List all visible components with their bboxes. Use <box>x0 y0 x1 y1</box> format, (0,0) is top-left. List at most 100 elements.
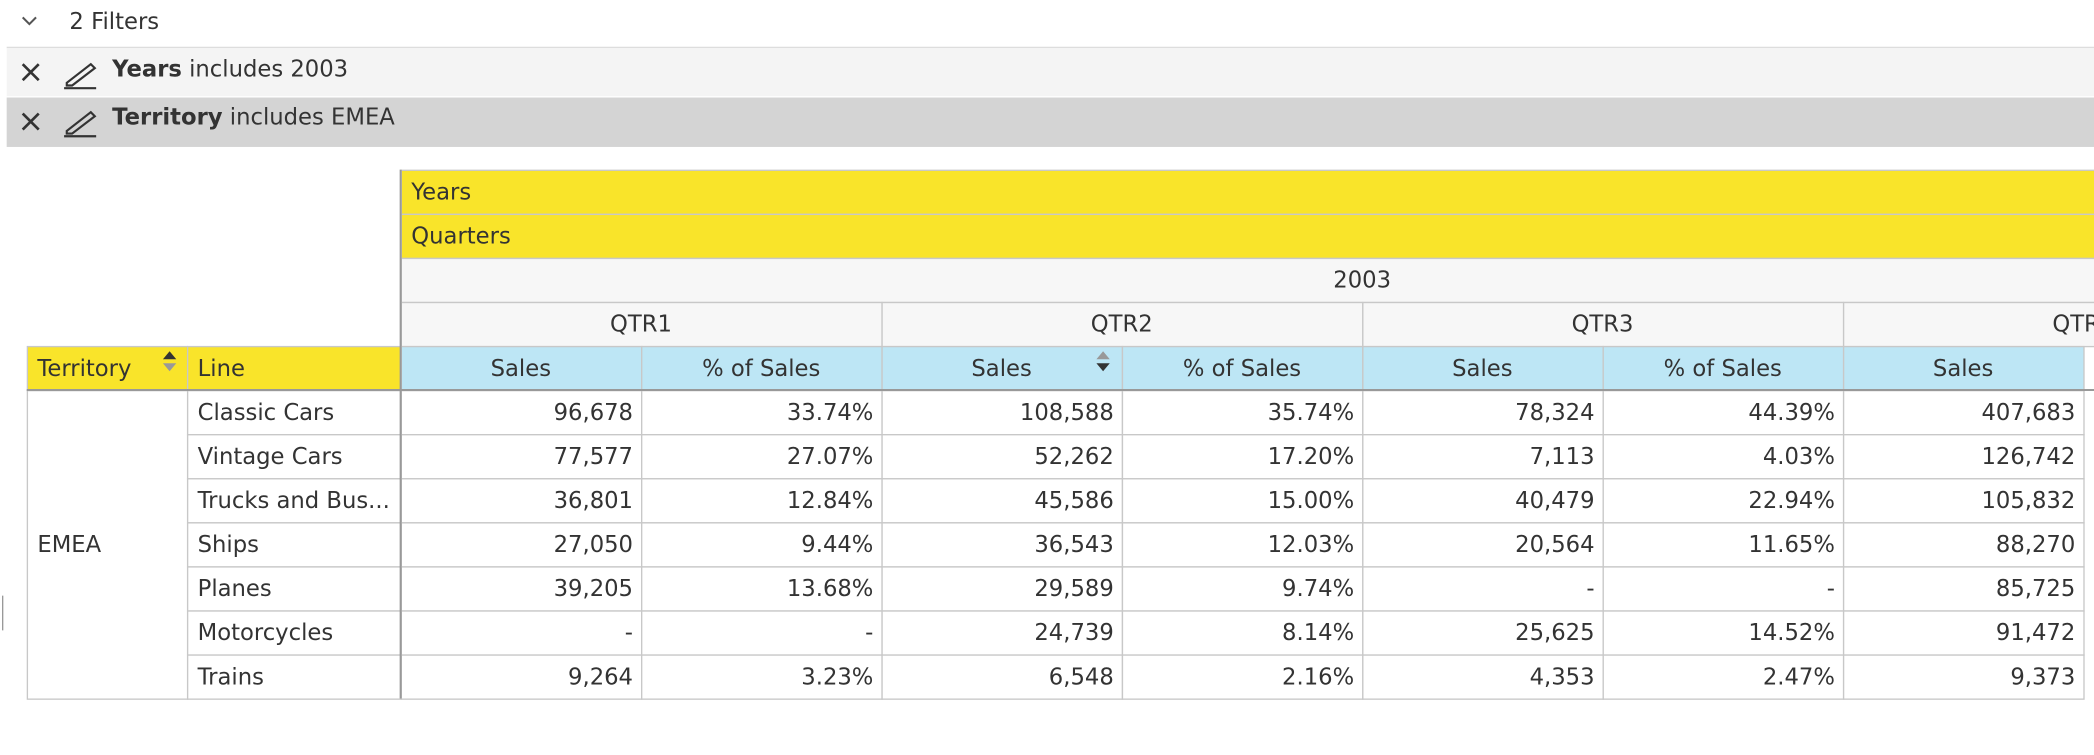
column-header-label: Territory <box>36 356 131 382</box>
data-cell <box>1362 610 1604 656</box>
row-header-cell <box>186 522 402 568</box>
data-cell <box>641 389 883 436</box>
cell-value: 4,353 <box>1530 664 1595 690</box>
data-cell <box>1602 434 1845 480</box>
filter-summary[interactable]: 2 Filters <box>69 9 159 35</box>
line-label: Classic Cars <box>198 400 335 426</box>
cell-value: 15.00% <box>1268 488 1355 514</box>
cell-value: 9,373 <box>2010 664 2075 690</box>
filter-condition: includes 2003 <box>189 56 348 82</box>
cell-value: 36,543 <box>1034 532 1113 558</box>
line-label: Motorcycles <box>198 620 334 646</box>
column-header-label: Sales <box>971 356 1031 382</box>
column-header <box>1602 345 1845 392</box>
column-header-label: % of Sales <box>1664 356 1782 382</box>
pivot-table: Years Quarters 2003 QTR1 QTR2 QTR3 QTR4 Territo… <box>26 169 2094 700</box>
remove-filter[interactable] <box>21 63 40 82</box>
quarter-cell <box>881 301 1364 348</box>
cell-value: 77,577 <box>554 444 633 470</box>
data-cell <box>641 478 883 524</box>
cell-value: 9.74% <box>1282 576 1354 602</box>
edit-filter[interactable] <box>64 62 97 90</box>
column-header-label: % of Sales <box>1183 356 1301 382</box>
data-cell <box>881 522 1124 568</box>
cell-value: 3.23% <box>801 664 873 690</box>
remove-filter[interactable] <box>21 112 40 131</box>
line-label: Vintage Cars <box>198 444 343 470</box>
header-label: Years <box>410 180 471 206</box>
quarter-label: QTR2 <box>1091 312 1153 338</box>
data-cell <box>1842 522 2085 568</box>
data-cell <box>400 566 643 612</box>
cell-value: 88,270 <box>1996 532 2075 558</box>
cell-value: 6,548 <box>1049 664 1114 690</box>
cell-value: 17.20% <box>1268 444 1355 470</box>
cell-value: 22.94% <box>1748 488 1835 514</box>
data-cell <box>1602 654 1845 700</box>
cell-value: 4.03% <box>1763 444 1835 470</box>
data-cell <box>1362 654 1604 700</box>
cell-value: 40,479 <box>1515 488 1594 514</box>
data-cell <box>881 478 1124 524</box>
sort-icon <box>162 351 177 360</box>
cell-value: 108,588 <box>1020 400 1114 426</box>
column-header-label: Sales <box>1933 356 1993 382</box>
column-header-label: Line <box>198 356 245 382</box>
row-header-cell <box>186 610 402 656</box>
cell-value: 2.47% <box>1763 664 1835 690</box>
data-cell <box>1602 522 1845 568</box>
cell-value: 36,801 <box>554 488 633 514</box>
data-cell <box>1602 566 1845 612</box>
cell-value: - <box>1586 576 1594 602</box>
cell-value: 45,586 <box>1034 488 1113 514</box>
filter-text[interactable]: Years includes 2003 <box>111 56 348 82</box>
sort-icon <box>162 363 177 372</box>
data-cell <box>641 610 883 656</box>
cell-value: 96,678 <box>554 400 633 426</box>
data-cell <box>400 522 643 568</box>
line-label: Trucks and Bus... <box>197 488 390 514</box>
data-cell <box>641 434 883 480</box>
cell-value: - <box>625 620 633 646</box>
cell-value: 29,589 <box>1034 576 1113 602</box>
filter-condition: includes EMEA <box>230 104 395 130</box>
data-cell <box>1121 434 1364 480</box>
row-header-cell <box>186 654 402 700</box>
data-cell <box>881 654 1124 700</box>
column-header <box>1842 345 2085 392</box>
cell-value: 12.03% <box>1268 532 1355 558</box>
data-cell <box>1121 522 1364 568</box>
quarter-label: QTR1 <box>610 312 672 338</box>
cell-value: 12.84% <box>787 488 874 514</box>
data-cell <box>1842 610 2085 656</box>
quarter-cell <box>1362 301 1845 348</box>
cell-value: 14.52% <box>1748 620 1835 646</box>
data-cell <box>881 434 1124 480</box>
data-cell <box>1842 654 2085 700</box>
edit-filter[interactable] <box>64 110 97 138</box>
column-header-label: Sales <box>1452 356 1512 382</box>
filter-row <box>6 48 2094 97</box>
header-cell <box>400 213 2094 260</box>
cell-value: 24,739 <box>1034 620 1113 646</box>
cell-value: 11.65% <box>1748 532 1835 558</box>
filter-text[interactable]: Territory includes EMEA <box>112 104 395 130</box>
line-label: Trains <box>197 664 264 690</box>
sort-icon <box>1096 363 1110 372</box>
filter-field: Years <box>111 56 182 82</box>
column-header <box>1362 345 1604 392</box>
year-label: 2003 <box>1333 268 1391 294</box>
quarter-cell <box>1842 301 2094 348</box>
data-cell <box>400 478 643 524</box>
quarter-cell <box>400 301 883 348</box>
row-header-cell <box>186 566 402 612</box>
year-cell <box>400 257 2094 304</box>
cell-value: 25,625 <box>1515 620 1594 646</box>
cell-value: 44.39% <box>1748 400 1835 426</box>
cell-value: 13.68% <box>787 576 874 602</box>
cell-value: 126,742 <box>1981 444 2075 470</box>
sort-icon <box>1096 351 1110 360</box>
collapse-chevron[interactable] <box>21 16 37 26</box>
